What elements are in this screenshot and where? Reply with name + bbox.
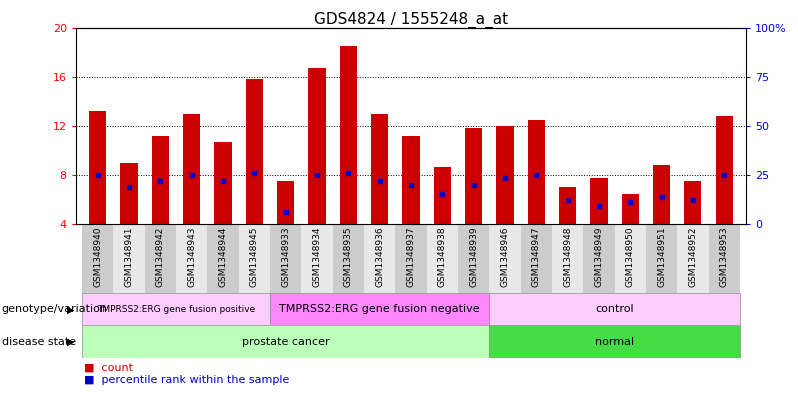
Bar	[653, 165, 670, 224]
Text: disease state: disease state	[2, 336, 76, 347]
Bar	[183, 114, 200, 224]
Text: GSM1348937: GSM1348937	[406, 226, 416, 287]
Bar	[591, 178, 607, 224]
Bar	[458, 224, 489, 293]
Text: GSM1348945: GSM1348945	[250, 226, 259, 287]
Text: GSM1348933: GSM1348933	[281, 226, 290, 287]
Bar	[215, 142, 231, 224]
Text: GSM1348952: GSM1348952	[689, 226, 697, 287]
Bar	[302, 224, 333, 293]
Bar	[583, 224, 614, 293]
Bar	[270, 224, 302, 293]
Bar	[333, 224, 364, 293]
Bar	[678, 224, 709, 293]
Bar	[371, 114, 389, 224]
Text: GSM1348943: GSM1348943	[188, 226, 196, 287]
Bar	[465, 129, 482, 224]
Text: GSM1348946: GSM1348946	[500, 226, 509, 287]
Bar	[684, 181, 701, 224]
Text: GSM1348949: GSM1348949	[595, 226, 603, 287]
Bar	[207, 224, 239, 293]
Bar	[89, 111, 106, 224]
Text: ■  count: ■ count	[84, 363, 132, 373]
Text: TMPRSS2:ERG gene fusion negative: TMPRSS2:ERG gene fusion negative	[279, 304, 480, 314]
Text: normal: normal	[595, 336, 634, 347]
Bar	[427, 224, 458, 293]
Bar	[559, 187, 576, 224]
Text: GSM1348947: GSM1348947	[531, 226, 541, 287]
Bar	[144, 224, 176, 293]
Text: GSM1348950: GSM1348950	[626, 226, 634, 287]
Text: GSM1348948: GSM1348948	[563, 226, 572, 287]
Bar	[433, 167, 451, 224]
Bar	[614, 224, 646, 293]
Bar	[552, 224, 583, 293]
Title: GDS4824 / 1555248_a_at: GDS4824 / 1555248_a_at	[314, 11, 508, 28]
Text: prostate cancer: prostate cancer	[242, 336, 330, 347]
Text: control: control	[595, 304, 634, 314]
Bar	[82, 325, 489, 358]
Bar	[527, 120, 545, 224]
Text: GSM1348951: GSM1348951	[657, 226, 666, 287]
Text: GSM1348934: GSM1348934	[313, 226, 322, 287]
Bar	[395, 224, 427, 293]
Bar	[489, 325, 740, 358]
Text: GSM1348936: GSM1348936	[375, 226, 384, 287]
Bar	[364, 224, 395, 293]
Text: ■  percentile rank within the sample: ■ percentile rank within the sample	[84, 375, 289, 385]
Text: GSM1348944: GSM1348944	[219, 226, 227, 287]
Bar	[489, 293, 740, 325]
Text: GSM1348939: GSM1348939	[469, 226, 478, 287]
Bar	[496, 126, 514, 224]
Text: GSM1348942: GSM1348942	[156, 226, 165, 287]
Bar	[308, 68, 326, 224]
Text: GSM1348953: GSM1348953	[720, 226, 729, 287]
Text: genotype/variation: genotype/variation	[2, 304, 108, 314]
Bar	[716, 116, 733, 224]
Bar	[176, 224, 207, 293]
Bar	[82, 293, 270, 325]
Bar	[709, 224, 740, 293]
Bar	[520, 224, 552, 293]
Bar	[270, 293, 489, 325]
Text: ▶: ▶	[66, 336, 74, 347]
Text: ▶: ▶	[66, 304, 74, 314]
Bar	[120, 163, 138, 224]
Text: GSM1348935: GSM1348935	[344, 226, 353, 287]
Bar	[402, 136, 420, 224]
Bar	[489, 224, 520, 293]
Text: TMPRSS2:ERG gene fusion positive: TMPRSS2:ERG gene fusion positive	[97, 305, 255, 314]
Bar	[646, 224, 678, 293]
Text: GSM1348938: GSM1348938	[438, 226, 447, 287]
Bar	[152, 136, 169, 224]
Bar	[277, 181, 294, 224]
Bar	[239, 224, 270, 293]
Bar	[622, 194, 639, 224]
Text: GSM1348940: GSM1348940	[93, 226, 102, 287]
Bar	[113, 224, 144, 293]
Bar	[340, 46, 357, 224]
Bar	[82, 224, 113, 293]
Bar	[246, 79, 263, 224]
Text: GSM1348941: GSM1348941	[124, 226, 133, 287]
